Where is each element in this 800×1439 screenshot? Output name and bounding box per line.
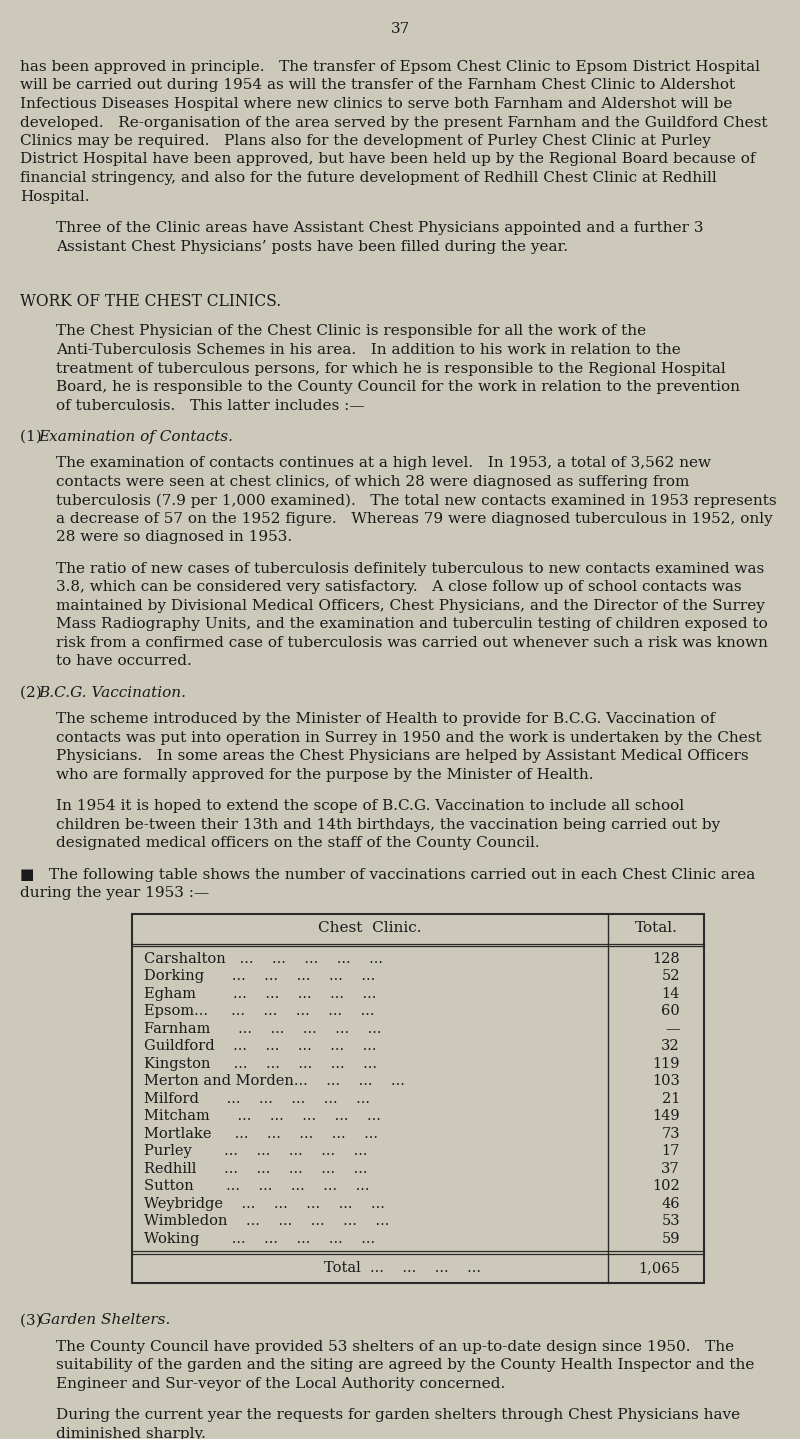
Text: Woking       ...    ...    ...    ...    ...: Woking ... ... ... ... ...: [144, 1232, 375, 1246]
Text: ■   The following table shows the number of vaccinations carried out in each Che: ■ The following table shows the number o…: [20, 868, 755, 882]
Text: Physicians.   In some areas the Chest Physicians are helped by Assistant Medical: Physicians. In some areas the Chest Phys…: [56, 750, 749, 763]
Text: The County Council have provided 53 shelters of an up-to-date design since 1950.: The County Council have provided 53 shel…: [56, 1340, 734, 1354]
Text: Purley       ...    ...    ...    ...    ...: Purley ... ... ... ... ...: [144, 1144, 367, 1158]
Text: Sutton       ...    ...    ...    ...    ...: Sutton ... ... ... ... ...: [144, 1180, 370, 1193]
Text: maintained by Divisional Medical Officers, Chest Physicians, and the Director of: maintained by Divisional Medical Officer…: [56, 599, 765, 613]
Text: 1,065: 1,065: [638, 1261, 680, 1275]
Text: diminished sharply.: diminished sharply.: [56, 1426, 206, 1439]
Text: Epsom...     ...    ...    ...    ...    ...: Epsom... ... ... ... ... ...: [144, 1004, 374, 1019]
Text: 14: 14: [662, 987, 680, 1000]
Text: 32: 32: [662, 1039, 680, 1053]
Text: a decrease of 57 on the 1952 figure.   Whereas 79 were diagnosed tuberculous in : a decrease of 57 on the 1952 figure. Whe…: [56, 512, 773, 525]
Text: Weybridge    ...    ...    ...    ...    ...: Weybridge ... ... ... ... ...: [144, 1197, 385, 1210]
Text: Guildford    ...    ...    ...    ...    ...: Guildford ... ... ... ... ...: [144, 1039, 377, 1053]
Text: Assistant Chest Physicians’ posts have been filled during the year.: Assistant Chest Physicians’ posts have b…: [56, 239, 568, 253]
Text: developed.   Re-organisation of the area served by the present Farnham and the G: developed. Re-organisation of the area s…: [20, 115, 767, 130]
Text: contacts were seen at chest clinics, of which 28 were diagnosed as suffering fro: contacts were seen at chest clinics, of …: [56, 475, 690, 489]
Text: Total  ...    ...    ...    ...: Total ... ... ... ...: [323, 1261, 481, 1275]
Text: 60: 60: [662, 1004, 680, 1019]
Text: 53: 53: [662, 1215, 680, 1229]
Text: treatment of tuberculous persons, for which he is responsible to the Regional Ho: treatment of tuberculous persons, for wh…: [56, 361, 726, 376]
Text: The examination of contacts continues at a high level.   In 1953, a total of 3,5: The examination of contacts continues at…: [56, 456, 711, 471]
Text: WORK OF THE CHEST CLINICS.: WORK OF THE CHEST CLINICS.: [20, 294, 282, 309]
Text: of tuberculosis.   This latter includes :—: of tuberculosis. This latter includes :—: [56, 399, 365, 413]
Text: 128: 128: [652, 951, 680, 966]
Text: Mortlake     ...    ...    ...    ...    ...: Mortlake ... ... ... ... ...: [144, 1127, 378, 1141]
Text: 3.8, which can be considered very satisfactory.   A close follow up of school co: 3.8, which can be considered very satisf…: [56, 580, 742, 594]
Text: The scheme introduced by the Minister of Health to provide for B.C.G. Vaccinatio: The scheme introduced by the Minister of…: [56, 712, 715, 727]
Text: 21: 21: [662, 1092, 680, 1105]
Text: Three of the Clinic areas have Assistant Chest Physicians appointed and a furthe: Three of the Clinic areas have Assistant…: [56, 222, 703, 235]
Text: Board, he is responsible to the County Council for the work in relation to the p: Board, he is responsible to the County C…: [56, 380, 740, 394]
Text: has been approved in principle.   The transfer of Epsom Chest Clinic to Epsom Di: has been approved in principle. The tran…: [20, 60, 760, 73]
Text: Milford      ...    ...    ...    ...    ...: Milford ... ... ... ... ...: [144, 1092, 370, 1105]
Text: 149: 149: [652, 1109, 680, 1124]
Text: 52: 52: [662, 970, 680, 983]
Text: 73: 73: [662, 1127, 680, 1141]
Text: In 1954 it is hoped to extend the scope of B.C.G. Vaccination to include all sch: In 1954 it is hoped to extend the scope …: [56, 799, 684, 813]
Text: District Hospital have been approved, but have been held up by the Regional Boar: District Hospital have been approved, bu…: [20, 153, 755, 167]
Text: tuberculosis (7.9 per 1,000 examined).   The total new contacts examined in 1953: tuberculosis (7.9 per 1,000 examined). T…: [56, 494, 777, 508]
Text: Examination of Contacts.: Examination of Contacts.: [38, 430, 234, 445]
Text: Hospital.: Hospital.: [20, 190, 90, 203]
Text: Carshalton   ...    ...    ...    ...    ...: Carshalton ... ... ... ... ...: [144, 951, 383, 966]
Text: Dorking      ...    ...    ...    ...    ...: Dorking ... ... ... ... ...: [144, 970, 375, 983]
Text: —: —: [666, 1022, 680, 1036]
Text: Clinics may be required.   Plans also for the development of Purley Chest Clinic: Clinics may be required. Plans also for …: [20, 134, 711, 148]
Text: Merton and Morden...    ...    ...    ...: Merton and Morden... ... ... ...: [144, 1075, 405, 1088]
Text: The ratio of new cases of tuberculosis definitely tuberculous to new contacts ex: The ratio of new cases of tuberculosis d…: [56, 561, 764, 576]
Text: Kingston     ...    ...    ...    ...    ...: Kingston ... ... ... ... ...: [144, 1056, 377, 1071]
Text: contacts was put into operation in Surrey in 1950 and the work is undertaken by : contacts was put into operation in Surre…: [56, 731, 762, 744]
Text: 28 were so diagnosed in 1953.: 28 were so diagnosed in 1953.: [56, 531, 292, 544]
Text: Infectious Diseases Hospital where new clinics to serve both Farnham and Aldersh: Infectious Diseases Hospital where new c…: [20, 96, 732, 111]
Text: Engineer and Sur-veyor of the Local Authority concerned.: Engineer and Sur-veyor of the Local Auth…: [56, 1377, 506, 1390]
Text: Egham        ...    ...    ...    ...    ...: Egham ... ... ... ... ...: [144, 987, 376, 1000]
Text: designated medical officers on the staff of the County Council.: designated medical officers on the staff…: [56, 836, 540, 850]
Text: Total.: Total.: [634, 921, 678, 935]
Text: Chest  Clinic.: Chest Clinic.: [318, 921, 422, 935]
Text: during the year 1953 :—: during the year 1953 :—: [20, 886, 210, 901]
Text: 102: 102: [652, 1180, 680, 1193]
Text: 59: 59: [662, 1232, 680, 1246]
Text: During the current year the requests for garden shelters through Chest Physician: During the current year the requests for…: [56, 1409, 740, 1422]
Text: suitability of the garden and the siting are agreed by the County Health Inspect: suitability of the garden and the siting…: [56, 1358, 754, 1373]
Text: Wimbledon    ...    ...    ...    ...    ...: Wimbledon ... ... ... ... ...: [144, 1215, 390, 1229]
Text: Redhill      ...    ...    ...    ...    ...: Redhill ... ... ... ... ...: [144, 1161, 367, 1176]
Text: children be-tween their 13th and 14th birthdays, the vaccination being carried o: children be-tween their 13th and 14th bi…: [56, 817, 720, 832]
Text: 119: 119: [653, 1056, 680, 1071]
Text: The Chest Physician of the Chest Clinic is responsible for all the work of the: The Chest Physician of the Chest Clinic …: [56, 325, 646, 338]
Text: 37: 37: [390, 22, 410, 36]
Text: 37: 37: [662, 1161, 680, 1176]
Text: Anti-Tuberculosis Schemes in his area.   In addition to his work in relation to : Anti-Tuberculosis Schemes in his area. I…: [56, 342, 681, 357]
Text: 103: 103: [652, 1075, 680, 1088]
Bar: [132, 914, 704, 1284]
Text: Mass Radiography Units, and the examination and tuberculin testing of children e: Mass Radiography Units, and the examinat…: [56, 617, 768, 632]
Text: will be carried out during 1954 as will the transfer of the Farnham Chest Clinic: will be carried out during 1954 as will …: [20, 79, 735, 92]
Text: 46: 46: [662, 1197, 680, 1210]
Text: B.C.G. Vaccination.: B.C.G. Vaccination.: [38, 686, 186, 699]
Text: risk from a confirmed case of tuberculosis was carried out whenever such a risk : risk from a confirmed case of tuberculos…: [56, 636, 768, 650]
Text: (3): (3): [20, 1314, 46, 1327]
Text: to have occurred.: to have occurred.: [56, 655, 192, 668]
Text: 17: 17: [662, 1144, 680, 1158]
Text: financial stringency, and also for the future development of Redhill Chest Clini: financial stringency, and also for the f…: [20, 171, 717, 186]
Text: who are formally approved for the purpose by the Minister of Health.: who are formally approved for the purpos…: [56, 767, 594, 781]
Text: (2): (2): [20, 686, 46, 699]
Text: Farnham      ...    ...    ...    ...    ...: Farnham ... ... ... ... ...: [144, 1022, 382, 1036]
Text: (1): (1): [20, 430, 46, 445]
Text: Garden Shelters.: Garden Shelters.: [38, 1314, 170, 1327]
Text: Mitcham      ...    ...    ...    ...    ...: Mitcham ... ... ... ... ...: [144, 1109, 381, 1124]
